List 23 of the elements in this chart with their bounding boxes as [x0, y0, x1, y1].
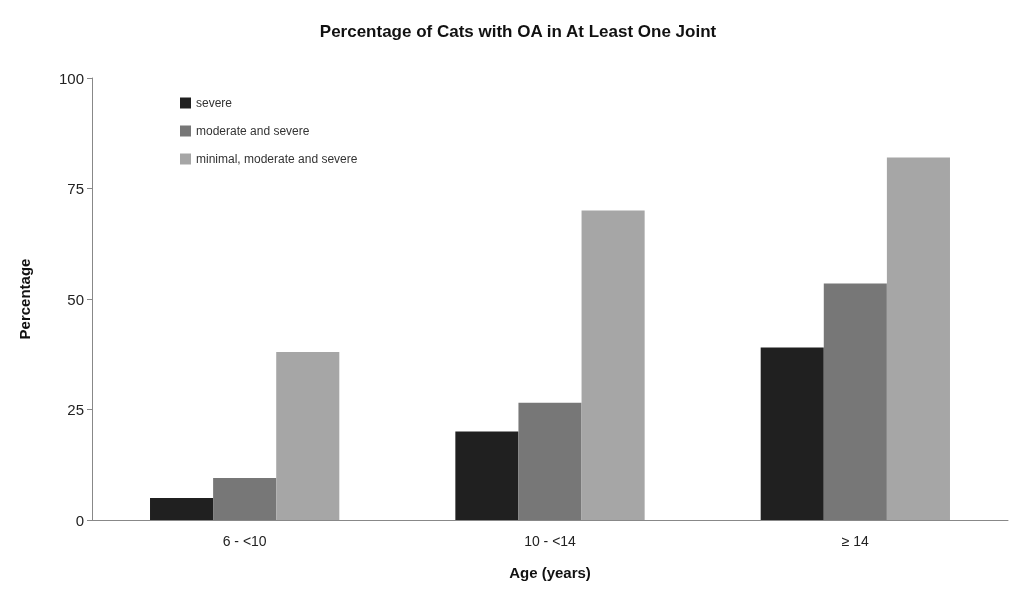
bar	[581, 210, 645, 520]
bar	[276, 352, 340, 520]
bar	[886, 157, 950, 520]
bar	[150, 497, 214, 520]
legend-label: severe	[196, 96, 233, 110]
y-axis-title: Percentage	[16, 258, 33, 340]
bar	[518, 402, 582, 520]
x-axis-title: Age (years)	[509, 564, 591, 581]
chart-title: Percentage of Cats with OA in At Least One Joint	[319, 22, 717, 41]
y-tick-label: 0	[75, 511, 84, 529]
x-tick-label: 10 - <14	[524, 533, 577, 549]
x-tick-label: 6 - <10	[222, 533, 267, 549]
y-tick-label: 75	[67, 180, 84, 197]
y-tick-label: 50	[67, 290, 84, 308]
legend-label: moderate and severe	[196, 124, 310, 138]
legend-label: minimal, moderate and severe	[196, 152, 358, 166]
y-tick-label: 25	[67, 401, 84, 418]
bar	[455, 431, 519, 520]
bar	[823, 283, 887, 520]
bar	[213, 478, 277, 520]
x-tick-label: ≥ 14	[841, 533, 870, 549]
y-tick-label: 100	[58, 69, 84, 87]
bar	[760, 347, 824, 520]
